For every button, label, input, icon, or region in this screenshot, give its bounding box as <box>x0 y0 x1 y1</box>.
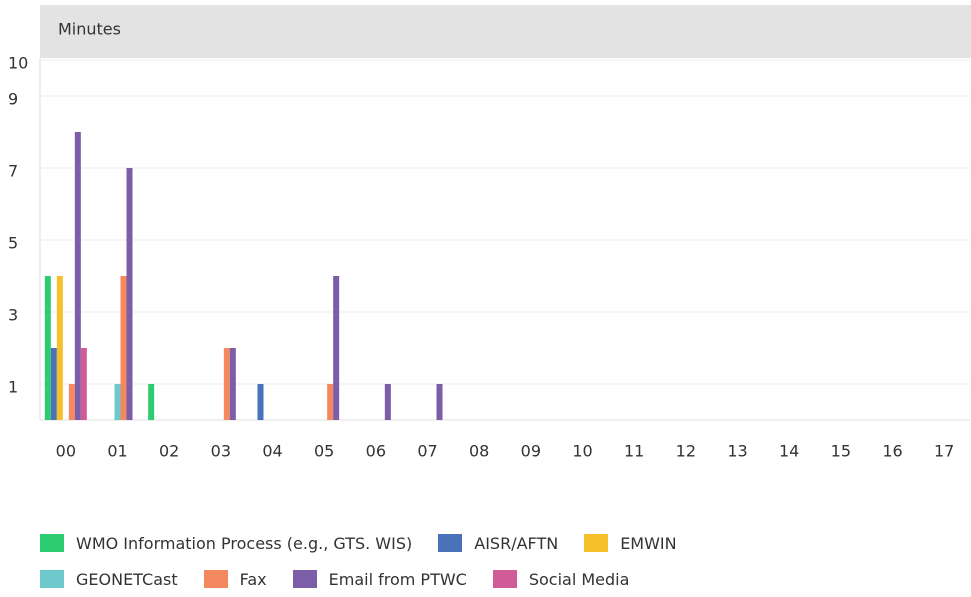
y-tick-label: 5 <box>8 234 18 253</box>
bar <box>120 276 127 420</box>
x-tick-label: 14 <box>779 442 799 461</box>
x-tick-label: 12 <box>676 442 696 461</box>
legend: WMO Information Process (e.g., GTS. WIS)… <box>40 525 677 597</box>
legend-item: WMO Information Process (e.g., GTS. WIS) <box>40 534 412 553</box>
legend-swatch <box>203 570 228 588</box>
bar <box>80 348 87 420</box>
x-tick-label: 10 <box>572 442 592 461</box>
y-tick-label: 7 <box>8 162 18 181</box>
x-tick-label: 15 <box>831 442 851 461</box>
x-tick-label: 03 <box>211 442 231 461</box>
legend-label: GEONETCast <box>76 569 178 589</box>
legend-swatch <box>584 534 609 552</box>
legend-label: EMWIN <box>620 533 677 553</box>
legend-label: Email from PTWC <box>328 569 467 589</box>
bar <box>333 276 340 420</box>
bar <box>229 348 236 420</box>
legend-row: WMO Information Process (e.g., GTS. WIS)… <box>40 525 677 561</box>
bar <box>327 384 334 420</box>
bar <box>384 384 391 420</box>
legend-item: Email from PTWC <box>292 569 467 589</box>
legend-label: WMO Information Process (e.g., GTS. WIS) <box>76 533 413 553</box>
bar <box>148 384 155 420</box>
x-tick-label: 02 <box>159 442 179 461</box>
legend-swatch <box>438 534 463 552</box>
bar <box>114 384 121 420</box>
x-tick-label: 06 <box>366 442 386 461</box>
y-tick-label: 1 <box>8 378 18 397</box>
legend-item: AISR/AFTN <box>438 534 558 553</box>
x-tick-label: 13 <box>727 442 747 461</box>
bar <box>126 168 133 420</box>
legend-label: AISR/AFTN <box>474 533 559 553</box>
bar <box>223 348 230 420</box>
y-tick-label: 10 <box>8 54 28 73</box>
y-tick-label: 3 <box>8 306 18 325</box>
chart-title: Minutes <box>58 20 121 39</box>
bar <box>436 384 443 420</box>
legend-label: Fax <box>239 569 267 589</box>
legend-item: GEONETCast <box>40 570 178 589</box>
legend-label: Social Media <box>528 569 630 589</box>
bar <box>257 384 264 420</box>
bar <box>50 348 57 420</box>
x-tick-label: 08 <box>469 442 489 461</box>
bar <box>68 384 75 420</box>
x-tick-label: 11 <box>624 442 644 461</box>
header-bar <box>40 5 971 58</box>
x-tick-label: 16 <box>882 442 902 461</box>
legend-swatch <box>292 570 317 588</box>
bar <box>56 276 63 420</box>
bar <box>44 276 51 420</box>
x-tick-label: 07 <box>417 442 437 461</box>
x-tick-label: 17 <box>934 442 954 461</box>
bar <box>74 132 81 420</box>
x-tick-label: 09 <box>521 442 541 461</box>
legend-item: Fax <box>203 569 267 589</box>
x-tick-label: 04 <box>262 442 282 461</box>
legend-swatch <box>40 534 64 552</box>
legend-item: EMWIN <box>584 533 677 553</box>
x-tick-label: 05 <box>314 442 334 461</box>
x-tick-label: 01 <box>107 442 127 461</box>
legend-row: GEONETCast Fax Email from PTWC Social Media <box>40 561 677 597</box>
x-tick-label: 00 <box>56 442 76 461</box>
y-tick-label: 9 <box>8 90 18 109</box>
legend-swatch <box>40 570 64 588</box>
legend-swatch <box>492 570 517 588</box>
legend-item: Social Media <box>492 569 630 589</box>
